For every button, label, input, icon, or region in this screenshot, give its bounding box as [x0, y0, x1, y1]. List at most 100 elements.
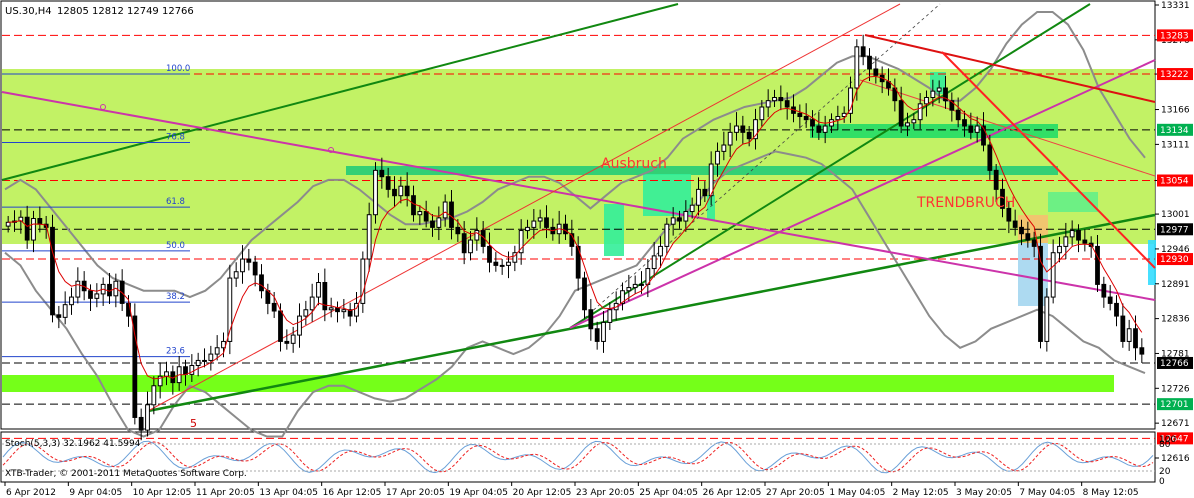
price-badge — [1157, 29, 1193, 42]
candle-body — [132, 315, 138, 418]
candle-body — [88, 290, 93, 299]
candle-body — [816, 125, 822, 133]
magenta-support-line[interactable] — [569, 59, 1156, 329]
candle-body — [727, 131, 733, 146]
candle-body — [620, 290, 625, 304]
time-tick-label: 19 Apr 04:05 — [449, 488, 508, 498]
fib-label: 23.6 — [166, 347, 185, 357]
candle-body — [347, 309, 353, 317]
candle-body — [867, 55, 872, 70]
red-steep-downtrend-line[interactable] — [941, 51, 1156, 269]
stochastic-signal-line — [2, 441, 1154, 473]
price-badge — [1157, 123, 1193, 136]
time-tick-label: 6 Apr 2012 — [6, 488, 56, 498]
candle-body — [417, 211, 423, 216]
candle-body — [189, 364, 195, 375]
horizontal-levels — [2, 34, 1155, 439]
anchor-point-1 — [100, 104, 106, 110]
trendbruch-label: TRENDBRUCH — [916, 195, 1015, 211]
price-badge-label: 12930 — [1160, 255, 1189, 265]
candle-body — [455, 226, 461, 235]
candle-body — [354, 302, 359, 317]
red-thin-downtrend-line[interactable] — [859, 79, 1156, 177]
price-badge — [1157, 174, 1193, 187]
mid-green-trendline[interactable] — [569, 3, 1091, 329]
candle-body — [183, 366, 188, 375]
candle-body — [240, 258, 245, 273]
candle-body — [1031, 239, 1037, 247]
thin-red-trendline[interactable] — [147, 3, 901, 412]
time-tick-label: 8 May 12:05 — [1083, 488, 1139, 498]
candle-body — [1063, 236, 1069, 247]
fibonacci-levels: 100.0 76.8 61.8 50.0 38.2 23.6 — [2, 64, 190, 358]
candle-body — [822, 125, 828, 133]
red-downtrend-line[interactable] — [864, 34, 1156, 103]
candle-body — [442, 201, 448, 219]
price-badge-label: 13134 — [1160, 126, 1189, 136]
candle-body — [259, 274, 264, 292]
candle-body — [955, 109, 961, 121]
price-tick-label: 12891 — [1161, 280, 1190, 290]
price-tick-label: 13001 — [1161, 210, 1190, 220]
candle-body — [5, 221, 11, 227]
time-tick-label: 1 May 04:05 — [829, 488, 885, 498]
fib-label: 100.0 — [166, 64, 190, 74]
stoch-axis-label: 100 — [1159, 435, 1176, 445]
candle-body — [778, 97, 784, 102]
candle-body — [50, 226, 55, 316]
time-tick-label: 11 Apr 20:05 — [196, 488, 255, 498]
price-tick-label: 12671 — [1161, 419, 1190, 429]
candle-body — [860, 46, 866, 57]
candle-body — [423, 211, 429, 222]
candle-body — [968, 125, 974, 133]
trendbruch-blue-box — [1018, 243, 1048, 306]
candle-body — [797, 112, 803, 118]
price-tick-label: 13111 — [1161, 140, 1190, 150]
candle-body — [430, 220, 435, 228]
candle-body — [601, 321, 606, 342]
stoch-axis-label: 80 — [1159, 440, 1171, 450]
wave-label: 5 — [190, 417, 197, 430]
candle-body — [404, 185, 410, 197]
candle-body — [917, 103, 923, 121]
candle-body — [949, 100, 955, 111]
candle-body — [62, 304, 68, 318]
candle-body — [715, 150, 720, 165]
candle-body — [993, 169, 999, 190]
candle-body — [848, 87, 853, 114]
candle-body — [974, 125, 980, 133]
candle-body — [1133, 328, 1138, 349]
candle-body — [145, 404, 150, 431]
candle-body — [632, 283, 638, 289]
price-axis[interactable]: 1333113276132221316613111130541300112946… — [1155, 1, 1193, 464]
time-tick-label: 20 Apr 12:05 — [513, 488, 572, 498]
price-tick-label: 12836 — [1161, 315, 1190, 325]
upper-green-trendline[interactable] — [1, 3, 679, 181]
lower-green-trendline[interactable] — [147, 213, 1156, 413]
candle-body — [94, 293, 100, 299]
candle-body — [461, 233, 467, 254]
time-axis[interactable]: 6 Apr 2012 9 Apr 04:05 10 Apr 12:05 11 Apr … — [4, 482, 1139, 498]
candle-body — [626, 287, 632, 292]
candle-body — [290, 334, 296, 344]
price-tick-label: 12781 — [1161, 349, 1190, 359]
candle-body — [835, 116, 841, 121]
time-tick-label: 27 Apr 20:05 — [766, 488, 825, 498]
magenta-resistance-line[interactable] — [1, 91, 1156, 301]
candle-body — [1139, 347, 1145, 355]
candle-body — [1069, 230, 1075, 238]
candle-body — [316, 282, 321, 298]
time-tick-label: 26 Apr 12:05 — [703, 488, 762, 498]
candle-body — [449, 201, 454, 228]
ausbruch-label: Ausbruch — [601, 156, 667, 172]
candle-body — [677, 217, 682, 222]
candle-body — [854, 46, 860, 89]
candle-body — [252, 261, 258, 276]
candle-body — [151, 385, 157, 406]
candle-body — [962, 119, 967, 127]
stochastic-main-line — [2, 440, 1154, 474]
price-badge-label: 12977 — [1160, 225, 1189, 235]
time-tick-label: 10 Apr 12:05 — [133, 488, 192, 498]
